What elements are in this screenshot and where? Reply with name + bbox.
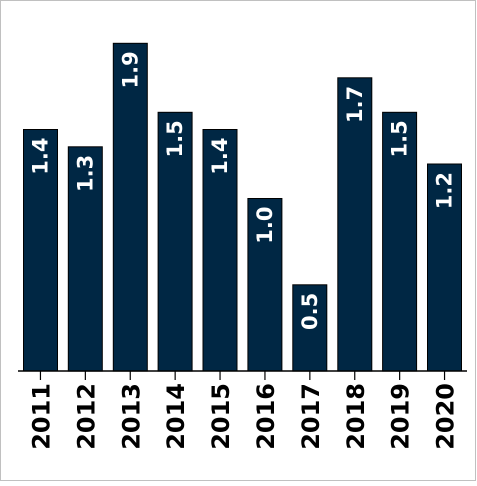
bar-2013 xyxy=(112,42,148,372)
x-tick-label-2020: 2020 xyxy=(432,383,460,450)
x-tick-label-2012: 2012 xyxy=(72,383,100,450)
bar-2019 xyxy=(382,111,418,372)
data-label-2017: 0.5 xyxy=(298,293,322,330)
data-label-2018: 1.7 xyxy=(343,86,367,123)
x-tick-labels: 2011 2012 2013 2014 2015 2016 2017 2018 2019 2020 xyxy=(27,383,459,450)
data-label-2019: 1.5 xyxy=(388,120,412,157)
data-label-2016: 1.0 xyxy=(253,207,277,244)
data-label-2020: 1.2 xyxy=(433,172,457,209)
data-label-2013: 1.9 xyxy=(118,51,142,88)
data-label-2012: 1.3 xyxy=(73,155,97,192)
data-label-2015: 1.4 xyxy=(208,137,232,174)
data-label-2014: 1.5 xyxy=(163,120,187,157)
data-labels-layer: 1.4 1.3 1.9 1.5 1.4 1.0 0.5 1.7 1.5 1.2 xyxy=(28,51,456,330)
x-tick-label-2019: 2019 xyxy=(387,383,415,450)
x-tick-label-2014: 2014 xyxy=(162,383,190,450)
x-tick-label-2017: 2017 xyxy=(297,383,325,450)
bar-2015 xyxy=(202,129,238,372)
bar-2017 xyxy=(292,284,328,372)
x-tick-label-2015: 2015 xyxy=(207,383,235,450)
bar-2020 xyxy=(427,163,462,372)
bar-2014 xyxy=(157,111,193,372)
bar-2012 xyxy=(67,146,103,372)
bar-2018 xyxy=(337,77,373,372)
x-tick-label-2018: 2018 xyxy=(342,383,370,450)
x-tick-label-2013: 2013 xyxy=(117,383,145,450)
data-label-2011: 1.4 xyxy=(28,138,52,175)
x-tick-label-2016: 2016 xyxy=(252,383,280,450)
x-axis xyxy=(18,370,467,380)
bars-layer xyxy=(23,42,462,372)
x-tick-label-2011: 2011 xyxy=(27,383,55,450)
